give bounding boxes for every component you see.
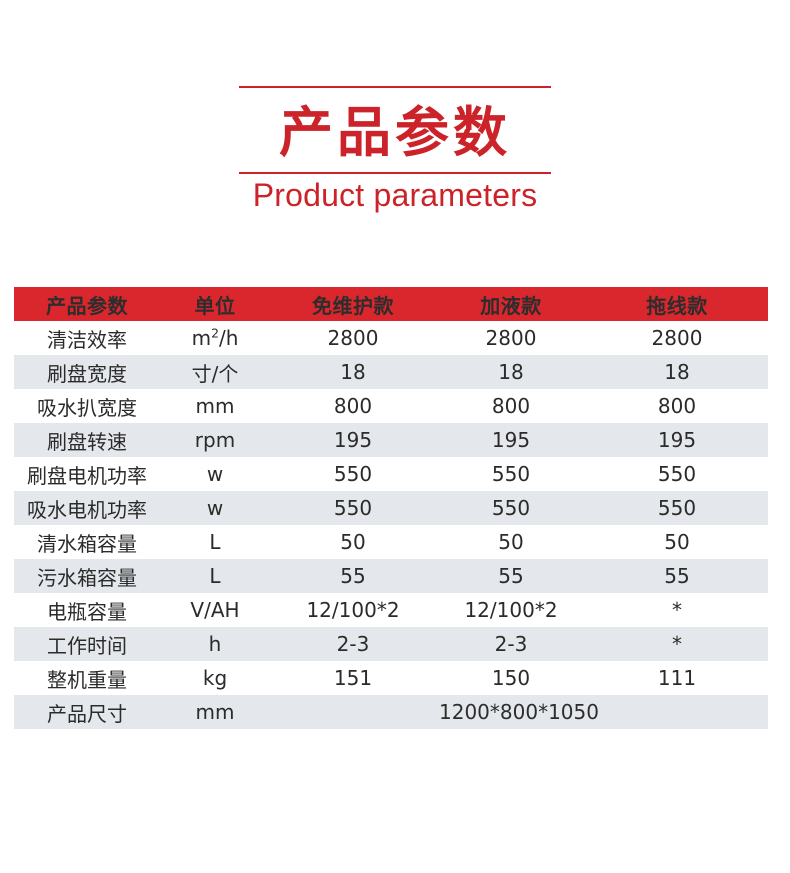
title-rule-bottom: [239, 172, 551, 174]
spec-table-head: 产品参数 单位 免维护款 加液款 拖线款: [14, 287, 768, 321]
column-header-model-3: 拖线款: [646, 293, 708, 318]
cell-value-model-3: 111: [657, 666, 697, 690]
column-header-model-1: 免维护款: [312, 293, 394, 318]
cell-value-model-1: 151: [333, 666, 373, 690]
cell-parameter-name: 清水箱容量: [37, 531, 137, 556]
cell-value-model-3: 195: [657, 428, 697, 452]
cell-unit: mm: [195, 394, 235, 418]
cell-value-model-3: 550: [657, 462, 697, 486]
cell-unit: L: [209, 530, 221, 554]
cell-value-model-2: 2-3: [494, 632, 528, 656]
cell-value-model-2: 12/100*2: [464, 598, 558, 622]
cell-value-model-2: 550: [491, 496, 531, 520]
cell-value-model-2: 55: [498, 564, 524, 588]
cell-unit: m2/h: [191, 325, 239, 350]
cell-unit: rpm: [194, 428, 236, 452]
column-header-model-2: 加液款: [480, 293, 542, 318]
cell-unit: w: [206, 462, 224, 486]
cell-value-model-2: 2800: [485, 326, 537, 350]
cell-parameter-name: 污水箱容量: [37, 565, 137, 590]
table-row: 电瓶容量 V/AH 12/100*2 12/100*2 *: [14, 593, 768, 627]
table-row: 产品尺寸 mm 1200*800*1050: [14, 695, 768, 729]
cell-parameter-name: 吸水扒宽度: [37, 395, 137, 420]
cell-value-model-1: 55: [340, 564, 366, 588]
cell-value-model-1: 2-3: [336, 632, 370, 656]
cell-value-model-2: 150: [491, 666, 531, 690]
cell-value-model-3: *: [586, 627, 768, 661]
spec-table-body: 清洁效率 m2/h 2800 2800 2800 刷盘宽度 寸/个 18 18 18 吸水扒宽度 mm…: [14, 321, 768, 729]
cell-value-model-3: 550: [657, 496, 697, 520]
cell-parameter-name: 清洁效率: [47, 327, 127, 352]
cell-unit: V/AH: [190, 598, 240, 622]
spec-table: 产品参数 单位 免维护款 加液款 拖线款 清洁效率 m2/h 2800 2800 280…: [14, 287, 768, 729]
cell-unit: h: [208, 632, 222, 656]
cell-value-model-2: 18: [498, 360, 524, 384]
page-title-cn: 产品参数: [279, 101, 511, 164]
asterisk-icon: *: [672, 598, 682, 622]
table-row: 刷盘宽度 寸/个 18 18 18: [14, 355, 768, 389]
cell-value-model-3: 50: [664, 530, 690, 554]
cell-value-model-2: 50: [498, 530, 524, 554]
table-row: 工作时间 h 2-3 2-3 *: [14, 627, 768, 661]
page-title-block: 产品参数 Product parameters: [0, 86, 790, 216]
table-row: 污水箱容量 L 55 55 55: [14, 559, 768, 593]
cell-value-model-2: 195: [491, 428, 531, 452]
cell-value-model-1: 50: [340, 530, 366, 554]
cell-value-model-2: 550: [491, 462, 531, 486]
cell-parameter-name: 电瓶容量: [47, 599, 127, 624]
cell-unit: w: [206, 496, 224, 520]
cell-value-model-3: 55: [664, 564, 690, 588]
cell-parameter-name: 工作时间: [47, 633, 127, 658]
table-row: 吸水扒宽度 mm 800 800 800: [14, 389, 768, 423]
cell-value-model-3: 18: [664, 360, 690, 384]
cell-parameter-name: 刷盘转速: [47, 429, 127, 454]
column-header-unit: 单位: [194, 293, 236, 318]
spec-table-wrapper: 产品参数 单位 免维护款 加液款 拖线款 清洁效率 m2/h 2800 2800 280…: [14, 287, 768, 729]
cell-value-model-2: 800: [491, 394, 531, 418]
cell-value-model-1: 800: [333, 394, 373, 418]
table-row: 刷盘电机功率 w 550 550 550: [14, 457, 768, 491]
cell-unit: 寸/个: [191, 361, 239, 386]
table-row: 整机重量 kg 151 150 111: [14, 661, 768, 695]
cell-value-model-3: *: [586, 593, 768, 627]
cell-value-merged: 1200*800*1050: [439, 700, 599, 724]
column-header-param: 产品参数: [46, 293, 128, 318]
cell-value-model-1: 550: [333, 462, 373, 486]
cell-unit: mm: [195, 700, 235, 724]
page-title-en: Product parameters: [252, 177, 538, 213]
table-row: 清水箱容量 L 50 50 50: [14, 525, 768, 559]
cell-value-model-1: 550: [333, 496, 373, 520]
cell-parameter-name: 刷盘电机功率: [27, 463, 147, 488]
cell-unit: kg: [202, 666, 228, 690]
cell-parameter-name: 吸水电机功率: [27, 497, 147, 522]
title-rule-top: [239, 86, 551, 88]
cell-parameter-name: 整机重量: [47, 667, 127, 692]
cell-unit: L: [209, 564, 221, 588]
table-row: 吸水电机功率 w 550 550 550: [14, 491, 768, 525]
table-header-row: 产品参数 单位 免维护款 加液款 拖线款: [14, 287, 768, 321]
asterisk-icon: *: [672, 632, 682, 656]
cell-parameter-name: 刷盘宽度: [47, 361, 127, 386]
cell-value-model-1: 12/100*2: [306, 598, 400, 622]
cell-value-model-3: 800: [657, 394, 697, 418]
cell-value-model-3: 2800: [651, 326, 703, 350]
cell-parameter-name: 产品尺寸: [47, 701, 127, 726]
table-row: 刷盘转速 rpm 195 195 195: [14, 423, 768, 457]
cell-value-model-1: 2800: [327, 326, 379, 350]
table-row: 清洁效率 m2/h 2800 2800 2800: [14, 321, 768, 355]
cell-value-model-1: 18: [340, 360, 366, 384]
cell-value-model-1: 195: [333, 428, 373, 452]
